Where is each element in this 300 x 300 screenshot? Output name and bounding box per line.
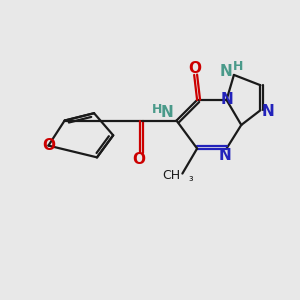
Text: O: O <box>42 138 55 153</box>
Text: O: O <box>133 152 146 167</box>
Text: N: N <box>219 148 232 163</box>
Text: N: N <box>160 105 173 120</box>
Text: H: H <box>152 103 162 116</box>
Text: N: N <box>219 64 232 80</box>
Text: O: O <box>188 61 201 76</box>
Text: ₃: ₃ <box>189 173 194 183</box>
Text: H: H <box>233 60 244 73</box>
Text: N: N <box>261 104 274 119</box>
Text: N: N <box>220 92 233 107</box>
Text: CH: CH <box>162 169 180 182</box>
